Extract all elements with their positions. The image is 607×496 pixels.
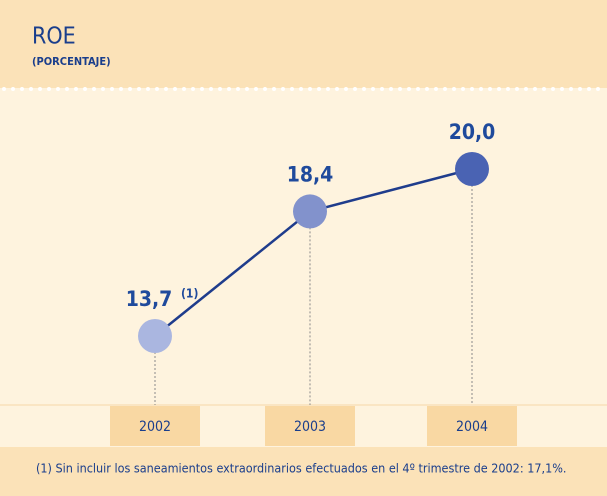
category-box — [427, 406, 517, 446]
data-label: 18,4 — [287, 162, 334, 186]
marker — [138, 319, 172, 353]
header-band — [0, 0, 607, 88]
data-label: 20,0 — [449, 120, 496, 144]
x-tick-label: 2002 — [139, 419, 171, 435]
marker — [293, 194, 327, 229]
chart-title: ROE — [32, 24, 76, 50]
footer-band — [0, 447, 607, 496]
category-box — [110, 406, 200, 446]
category-box — [265, 406, 355, 446]
marker — [455, 152, 489, 186]
x-tick-label: 2003 — [294, 419, 326, 435]
annotation: (1) — [181, 287, 198, 301]
chart-subtitle: (PORCENTAJE) — [32, 55, 111, 68]
data-label: 13,7 — [126, 287, 173, 311]
footnote: (1) Sin incluir los saneamientos extraor… — [36, 461, 566, 476]
x-tick-label: 2004 — [456, 419, 488, 435]
